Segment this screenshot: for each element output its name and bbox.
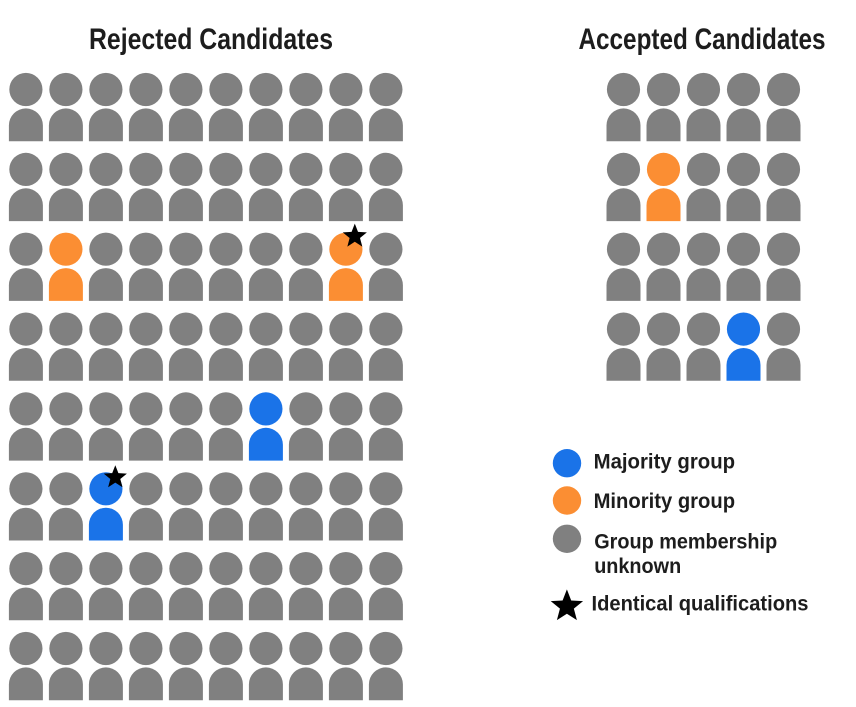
svg-text:Minority group: Minority group [594,490,736,513]
svg-text:unknown: unknown [594,555,681,578]
svg-text:Accepted Candidates: Accepted Candidates [579,23,826,56]
svg-text:Rejected Candidates: Rejected Candidates [89,23,333,56]
svg-text:Identical qualifications: Identical qualifications [592,592,809,615]
svg-text:Group membership: Group membership [594,530,777,553]
svg-text:Majority group: Majority group [594,450,736,473]
